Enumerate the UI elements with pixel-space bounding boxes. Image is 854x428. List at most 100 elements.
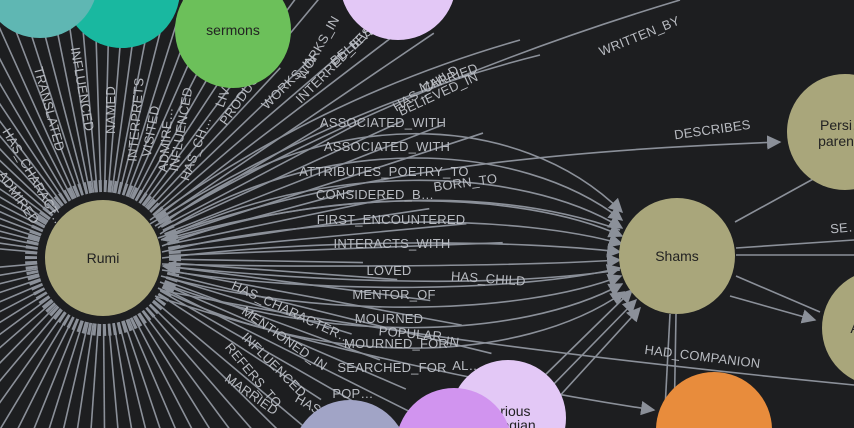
edge-burst[interactable] <box>0 292 48 396</box>
edge-burst[interactable] <box>0 68 54 217</box>
edge-burst[interactable] <box>0 296 51 428</box>
edge-burst[interactable] <box>157 293 322 401</box>
edge-shams-rightmid-2[interactable] <box>729 295 817 324</box>
edge-has-child-sr[interactable] <box>161 260 621 283</box>
edge-burst[interactable] <box>44 323 95 428</box>
edge-burst[interactable] <box>0 0 71 202</box>
edge-burst[interactable] <box>141 310 341 428</box>
node-orange[interactable] <box>656 372 772 428</box>
node-circle[interactable] <box>656 372 772 428</box>
node-circle[interactable] <box>822 270 854 386</box>
node-teal[interactable] <box>0 0 98 38</box>
node-right-mid[interactable]: A <box>822 270 854 386</box>
edge-has-child-married[interactable] <box>149 39 521 221</box>
edge-burst[interactable] <box>168 222 467 253</box>
edge-burst[interactable] <box>0 304 58 428</box>
edge-burst[interactable] <box>20 0 88 195</box>
node-library[interactable]: Library <box>64 0 180 48</box>
node-sermons[interactable]: sermons <box>175 0 291 88</box>
edge-burst[interactable] <box>147 67 281 211</box>
edge-burst[interactable] <box>0 165 42 236</box>
edge-interacts-with[interactable] <box>161 242 622 259</box>
edge-associated-with-1[interactable] <box>157 132 624 229</box>
edge-burst[interactable] <box>0 35 49 222</box>
edge-shams-right-mid[interactable] <box>735 275 821 313</box>
edge-burst[interactable] <box>159 290 450 428</box>
edge-burst[interactable] <box>0 318 80 428</box>
edge-burst[interactable] <box>163 283 407 390</box>
edge-burst[interactable] <box>0 283 43 387</box>
node-circle[interactable] <box>45 200 161 316</box>
edge-various-shams-2[interactable] <box>547 298 638 391</box>
edge-burst[interactable] <box>107 323 129 428</box>
edge-burst[interactable] <box>165 276 352 335</box>
edge-burst[interactable] <box>132 316 239 428</box>
edge-burst[interactable] <box>168 241 503 257</box>
edge-burst[interactable] <box>0 0 74 200</box>
edge-associated-with-2[interactable] <box>159 157 624 235</box>
edge-burst[interactable] <box>161 119 365 228</box>
edge-written-by[interactable] <box>154 0 681 227</box>
edge-first-encountered[interactable] <box>161 221 624 253</box>
edge-burst[interactable] <box>0 308 62 428</box>
edge-shams-persian[interactable] <box>734 177 816 223</box>
edge-burst[interactable] <box>0 102 51 219</box>
edge-burst[interactable] <box>150 53 317 213</box>
edge-rumi-orange[interactable] <box>154 295 656 416</box>
edge-burst[interactable] <box>0 300 54 428</box>
edge-burst[interactable] <box>168 265 431 302</box>
edge-burst[interactable] <box>0 0 77 199</box>
edge-burst[interactable] <box>113 322 146 428</box>
edge-burst[interactable] <box>167 196 392 246</box>
edge-burst[interactable] <box>125 0 231 197</box>
edge-burst[interactable] <box>154 35 394 219</box>
edge-burst[interactable] <box>165 132 484 239</box>
node-slate[interactable] <box>292 400 408 428</box>
node-lavender-top[interactable] <box>340 0 456 40</box>
edge-burst[interactable] <box>157 32 435 222</box>
edge-burst[interactable] <box>0 13 67 204</box>
edge-burst[interactable] <box>102 323 106 428</box>
edge-burst[interactable] <box>118 321 200 428</box>
edge-shams-right-1[interactable] <box>735 239 854 249</box>
edge-burst[interactable] <box>0 137 44 232</box>
edge-various-shams-3[interactable] <box>555 306 641 401</box>
edge-burst[interactable] <box>121 0 202 196</box>
edge-burst[interactable] <box>0 31 56 214</box>
node-circle[interactable] <box>396 388 512 428</box>
edge-burst[interactable] <box>123 320 219 428</box>
node-violet[interactable] <box>396 388 512 428</box>
edge-burst[interactable] <box>168 258 363 264</box>
edge-attributes-poetry-to[interactable] <box>160 179 624 241</box>
edge-burst[interactable] <box>0 311 66 428</box>
edge-burst[interactable] <box>0 268 39 301</box>
edge-burst[interactable] <box>164 280 381 361</box>
node-circle[interactable] <box>619 198 735 314</box>
edge-burst[interactable] <box>128 318 232 428</box>
edge-born-to[interactable] <box>161 199 621 244</box>
edge-believed-in[interactable] <box>149 54 541 225</box>
edge-burst[interactable] <box>137 313 241 428</box>
node-shams[interactable]: Shams <box>619 198 735 314</box>
edge-loved[interactable] <box>161 253 622 268</box>
edge-burst[interactable] <box>0 72 47 226</box>
node-persian[interactable]: Persi…paren… <box>787 74 854 190</box>
node-circle[interactable] <box>175 0 291 88</box>
edge-burst[interactable] <box>153 299 329 428</box>
edge-burst[interactable] <box>0 0 59 211</box>
edge-searched-for[interactable] <box>157 287 626 349</box>
edge-burst[interactable] <box>45 322 89 428</box>
edge-burst[interactable] <box>14 320 84 428</box>
node-circle[interactable] <box>0 0 98 38</box>
edge-mentor-of[interactable] <box>161 264 622 289</box>
edge-burst[interactable] <box>0 0 62 209</box>
edge-burst[interactable] <box>0 287 45 394</box>
edge-burst[interactable] <box>78 323 100 428</box>
edge-burst[interactable] <box>0 50 64 206</box>
edge-burst[interactable] <box>166 272 492 355</box>
edge-burst[interactable] <box>152 42 355 216</box>
edge-burst[interactable] <box>31 0 91 194</box>
node-circle[interactable] <box>64 0 180 48</box>
